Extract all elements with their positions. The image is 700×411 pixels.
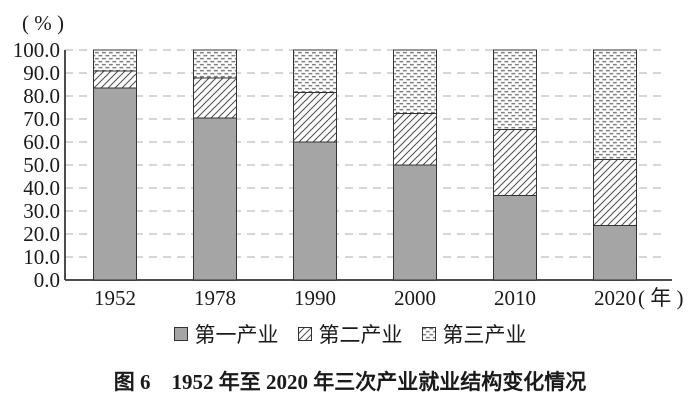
x-tick-label: 2010 [494,286,536,310]
bar-segment-1952-第三产业 [93,49,137,72]
bar-segment-2020-第三产业 [593,49,637,161]
bar-segment-1990-第一产业 [293,141,337,281]
bar-segment-2010-第三产业 [493,49,537,131]
y-tick-label: 0.0 [34,268,60,292]
legend-item-tertiary-industry: 第三产业 [421,319,527,349]
legend-label-secondary-industry: 第二产业 [318,323,403,347]
legend-label-tertiary-industry: 第三产业 [442,323,527,347]
y-tick-label: 10.0 [23,245,60,269]
bar-segment-1990-第三产业 [293,49,337,94]
bar-segment-2010-第二产业 [493,129,537,197]
legend-swatch-dotted-icon [421,327,436,341]
bar-segment-1952-第一产业 [93,87,137,281]
y-tick-label: 60.0 [23,130,60,154]
bar-segment-2000-第一产业 [393,164,437,281]
chart-legend: 第一产业 第二产业 [0,319,700,349]
y-tick-label: 20.0 [23,222,60,246]
legend-item-secondary-industry: 第二产业 [297,319,403,349]
x-tick-label: 2000 [394,286,436,310]
bar-segment-1952-第二产业 [93,70,137,89]
legend-swatch-solid-icon [173,327,188,341]
x-tick-label: 1978 [194,286,236,310]
legend-item-primary-industry: 第一产业 [173,319,279,349]
bar-segment-2000-第三产业 [393,49,437,114]
bar-segment-2020-第一产业 [593,225,637,281]
legend-swatch-hatch-icon [297,327,312,341]
bar-segment-2020-第二产业 [593,159,637,227]
y-tick-label: 40.0 [23,176,60,200]
bar-segment-1978-第二产业 [193,77,237,119]
y-tick-label: 90.0 [23,61,60,85]
bar-segment-1990-第二产业 [293,92,337,143]
x-tick-label: 1990 [294,286,336,310]
bar-segment-2010-第一产业 [493,195,537,281]
y-tick-label: 50.0 [23,153,60,177]
y-tick-label: 30.0 [23,199,60,223]
x-tick-label: 2020 [594,286,636,310]
bar-segment-1978-第一产业 [193,117,237,281]
bar-segment-1978-第三产业 [193,49,237,79]
y-tick-label: 70.0 [23,107,60,131]
y-tick-label: 80.0 [23,84,60,108]
x-axis-unit: ( 年 ) [638,286,684,310]
x-tick-label: 1952 [94,286,136,310]
legend-label-primary-industry: 第一产业 [194,323,279,347]
y-tick-label: 100.0 [13,38,60,62]
stacked-bar-chart: 1952 1978 1990 2000 2010 2020( 年 ) 100.090.080… [13,11,684,310]
bar-segment-2000-第二产业 [393,112,437,166]
y-axis-unit-label: ( % ) [22,11,64,35]
figure-caption: 图 6 1952 年至 2020 年三次产业就业结构变化情况 [113,370,587,394]
